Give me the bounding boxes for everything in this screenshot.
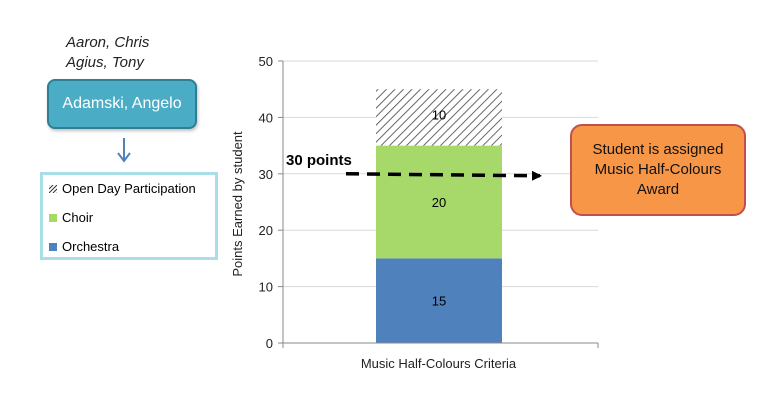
selected-student-name: Adamski, Angelo bbox=[62, 95, 182, 112]
y-tick-label: 50 bbox=[259, 54, 273, 69]
y-tick-label: 40 bbox=[259, 110, 273, 125]
data-label: 20 bbox=[432, 195, 446, 210]
legend-label: Choir bbox=[62, 210, 94, 225]
legend-label: Orchestra bbox=[62, 239, 120, 254]
bar-segment-choir bbox=[376, 145, 502, 259]
data-label: 15 bbox=[432, 294, 446, 309]
choir-swatch bbox=[49, 213, 57, 222]
data-label: 10 bbox=[432, 108, 446, 123]
y-tick-label: 30 bbox=[259, 167, 273, 182]
y-tick-label: 10 bbox=[259, 280, 273, 295]
threshold-arrow bbox=[345, 170, 542, 181]
orchestra-swatch bbox=[49, 242, 57, 251]
student-name-item: Aaron, Chris bbox=[66, 34, 150, 51]
selected-student-box[interactable]: Adamski, Angelo bbox=[47, 79, 197, 129]
down-arrow-icon bbox=[117, 138, 131, 163]
bar-segment-orchestra bbox=[376, 258, 502, 343]
threshold-label: 30 points bbox=[286, 152, 352, 169]
award-box: Student is assigned Music Half-Colours A… bbox=[570, 124, 746, 216]
legend-label: Open Day Participation bbox=[62, 181, 196, 196]
y-tick-label: 0 bbox=[266, 336, 273, 351]
legend-item-orchestra: Orchestra bbox=[49, 239, 119, 254]
legend-item-open-day: Open Day Participation bbox=[49, 181, 196, 196]
student-names-list: Aaron, Chris Agius, Tony bbox=[66, 33, 149, 73]
hatch-swatch bbox=[49, 184, 57, 193]
legend-item-choir: Choir bbox=[49, 210, 93, 225]
y-tick-label: 20 bbox=[259, 223, 273, 238]
bar-segment-open-day-participation bbox=[376, 89, 502, 146]
legend: Open Day Participation Choir Orchestra bbox=[40, 172, 218, 260]
x-category-label: Music Half-Colours Criteria bbox=[361, 356, 517, 371]
award-text: Student is assigned Music Half-Colours A… bbox=[592, 141, 724, 198]
student-name-item: Agius, Tony bbox=[66, 54, 144, 71]
y-axis-title: Points Earned by student bbox=[230, 131, 245, 277]
